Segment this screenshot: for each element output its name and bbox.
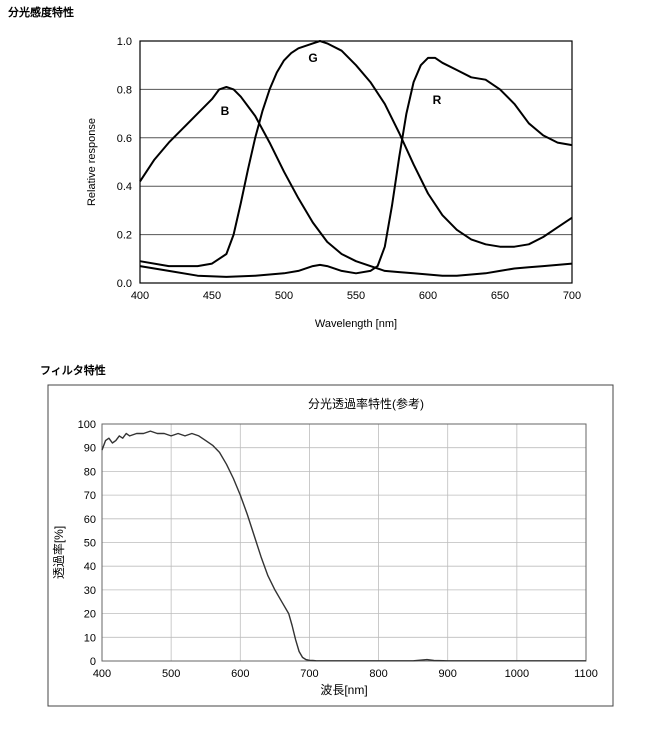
y-axis-title: 透過率[%]	[51, 526, 66, 579]
x-tick-label: 600	[419, 290, 437, 302]
x-tick-label: 500	[162, 668, 180, 680]
y-tick-label: 90	[84, 443, 96, 455]
y-tick-label: 40	[84, 561, 96, 573]
x-tick-label: 900	[439, 668, 457, 680]
y-tick-label: 30	[84, 585, 96, 597]
y-tick-label: 100	[78, 419, 96, 431]
series-b-line	[139, 86, 573, 277]
x-axis-title: 波長[nm]	[320, 683, 367, 697]
x-tick-label: 400	[131, 290, 149, 302]
series-g-line	[139, 40, 573, 268]
y-tick-label: 50	[84, 538, 96, 550]
x-tick-label: 450	[203, 290, 221, 302]
figure-frame	[47, 384, 614, 707]
y-tick-label: 0.2	[117, 230, 132, 242]
chart-title: 分光透過率特性(参考)	[308, 396, 424, 411]
y-tick-label: 80	[84, 466, 96, 478]
series-g-label: G	[308, 51, 317, 65]
series-r-label: R	[433, 93, 442, 107]
y-tick-label: 20	[84, 609, 96, 621]
y-tick-label: 0.0	[117, 278, 132, 290]
plot-frame	[139, 40, 573, 284]
transmittance-line	[101, 430, 586, 662]
x-tick-label: 600	[231, 668, 249, 680]
x-tick-label: 500	[275, 290, 293, 302]
spectral-sensitivity-chart: 0.0 0.2 0.4 0.6 0.8 1.0 400 450 500 550 600 650 700 B…	[86, 36, 581, 330]
x-tick-label: 800	[369, 668, 387, 680]
y-tick-label: 0	[90, 656, 96, 668]
series-b-label: B	[221, 104, 230, 118]
x-tick-label: 1000	[505, 668, 529, 680]
y-tick-label: 60	[84, 514, 96, 526]
x-tick-label: 550	[347, 290, 365, 302]
y-tick-label: 70	[84, 490, 96, 502]
x-tick-label: 650	[491, 290, 509, 302]
y-tick-label: 1.0	[117, 36, 132, 48]
x-tick-label: 700	[300, 668, 318, 680]
y-tick-label: 0.6	[117, 133, 132, 145]
y-axis-title: Relative response	[86, 118, 98, 206]
series-r-line	[139, 56, 573, 278]
spectral-sensitivity-heading: 分光感度特性	[8, 6, 74, 19]
y-tick-label: 0.8	[117, 84, 132, 96]
x-tick-label: 400	[93, 668, 111, 680]
x-tick-label: 1100	[574, 668, 598, 680]
x-axis-title: Wavelength [nm]	[315, 318, 397, 330]
x-tick-label: 700	[563, 290, 581, 302]
filter-characteristics-heading: フィルタ特性	[40, 364, 106, 377]
y-tick-label: 0.4	[117, 181, 132, 193]
y-tick-label: 10	[84, 632, 96, 644]
